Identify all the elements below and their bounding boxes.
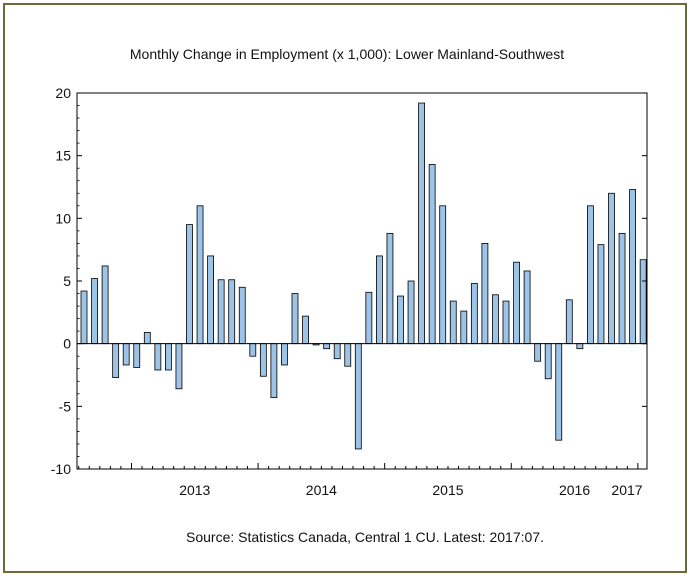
bar (470, 283, 478, 345)
bar (481, 242, 489, 345)
bar (608, 192, 615, 345)
bar (333, 343, 341, 360)
bar (407, 280, 415, 345)
x-year-label: 2016 (559, 482, 590, 498)
y-tick-label: -10 (51, 461, 71, 477)
y-tick-label: -5 (59, 398, 72, 414)
bar (249, 343, 257, 357)
bar (544, 343, 552, 380)
bar (555, 343, 563, 441)
bar (523, 270, 531, 345)
bar (428, 164, 436, 345)
axes: -10 -5 0 5 10 15 20 2013 2014 2015 2016 2017 (51, 85, 647, 498)
x-year-label: 2013 (179, 482, 210, 498)
bar (259, 343, 267, 377)
bar (565, 299, 573, 345)
bars (80, 102, 647, 450)
y-tick-label: 10 (55, 210, 71, 226)
bar (639, 259, 647, 345)
bar (270, 343, 278, 398)
bar (217, 279, 225, 345)
bar (291, 293, 299, 345)
bar (375, 255, 383, 345)
x-year-label: 2015 (432, 482, 463, 498)
chart-frame (3, 3, 687, 573)
bar (154, 343, 162, 371)
bar (365, 291, 373, 345)
x-year-label: 2014 (306, 482, 337, 498)
x-year-label: 2017 (611, 482, 642, 498)
bar (460, 310, 468, 345)
bar (112, 343, 120, 378)
bar (492, 294, 499, 345)
bar (238, 286, 246, 345)
bar (344, 343, 352, 367)
bar (302, 315, 309, 345)
bar (354, 343, 362, 450)
bar (164, 343, 172, 371)
bar (196, 205, 204, 345)
bar (597, 244, 605, 345)
bar (323, 343, 331, 350)
bar (502, 300, 510, 345)
bar (186, 224, 193, 345)
bar (281, 343, 288, 366)
y-tick-label: 0 (63, 336, 71, 352)
chart-title: Monthly Change in Employment (x 1,000): … (130, 46, 564, 62)
bar (80, 290, 88, 345)
bar (397, 295, 404, 345)
bar (418, 102, 426, 345)
bar (101, 265, 109, 345)
y-tick-label: 5 (63, 273, 71, 289)
bar (228, 279, 236, 345)
bar (386, 232, 394, 345)
bar (143, 331, 151, 345)
bar (618, 232, 626, 345)
bar (629, 189, 636, 345)
bar (91, 278, 98, 345)
bar (449, 300, 457, 345)
bar (439, 205, 447, 345)
bar (534, 343, 542, 362)
y-tick-label: 20 (55, 85, 71, 101)
bar (587, 205, 594, 345)
bar (576, 343, 584, 350)
bar (513, 261, 520, 345)
bar (175, 343, 183, 390)
bar (133, 343, 141, 368)
y-tick-label: 15 (55, 148, 71, 164)
source-note: Source: Statistics Canada, Central 1 CU.… (186, 529, 544, 545)
bar (207, 255, 215, 345)
bar (122, 343, 130, 366)
